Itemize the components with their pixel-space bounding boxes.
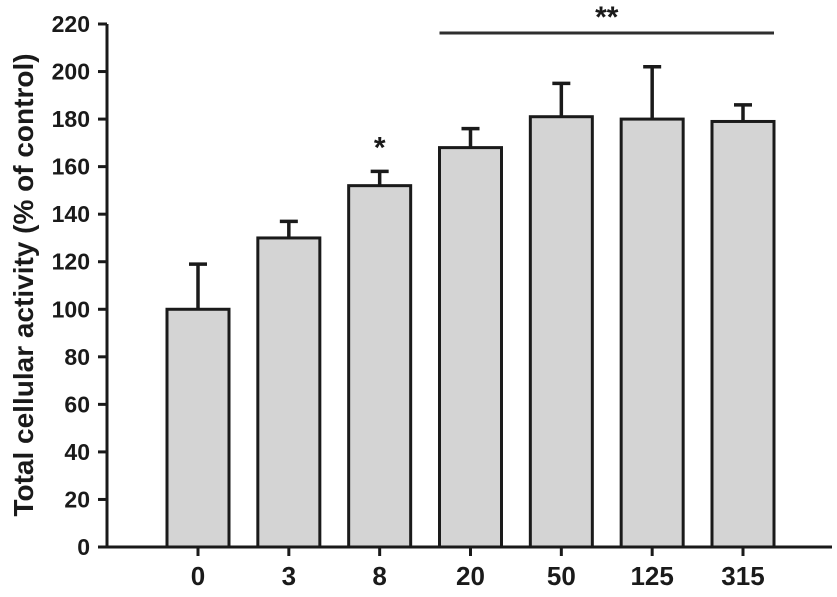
bar <box>619 117 685 549</box>
x-tick-label: 50 <box>547 561 576 591</box>
y-tick-label: 80 <box>64 344 90 370</box>
x-tick-label: 20 <box>456 561 485 591</box>
bar <box>256 236 322 549</box>
y-tick-label: 40 <box>64 439 90 465</box>
y-tick-label: 140 <box>52 201 90 227</box>
x-tick-label: 3 <box>282 561 296 591</box>
x-tick-label: 0 <box>191 561 205 591</box>
bar <box>347 184 413 549</box>
x-tick-label: 8 <box>372 561 386 591</box>
significance-asterisks: ** <box>595 1 619 34</box>
x-tick-label: 315 <box>721 561 764 591</box>
bar <box>438 146 503 549</box>
y-tick-label: 200 <box>52 59 90 85</box>
x-tick-label: 125 <box>630 561 673 591</box>
bar <box>528 115 594 549</box>
y-tick-label: 60 <box>64 391 90 417</box>
y-tick-label: 100 <box>52 296 90 322</box>
y-axis-title: Total cellular activity (% of control) <box>8 53 39 516</box>
significance-asterisk: * <box>374 131 386 164</box>
y-tick-label: 220 <box>52 11 90 37</box>
bar <box>165 307 231 549</box>
y-tick-label: 180 <box>52 106 90 132</box>
y-tick-label: 120 <box>52 249 90 275</box>
y-tick-label: 160 <box>52 154 90 180</box>
y-tick-label: 20 <box>64 486 90 512</box>
y-tick-label: 0 <box>77 534 90 560</box>
plot-area: 0 20 40 60 80 100 120 140 160 180 200 220 0 3 8 20 50 125… <box>52 1 832 591</box>
bar <box>710 119 776 549</box>
